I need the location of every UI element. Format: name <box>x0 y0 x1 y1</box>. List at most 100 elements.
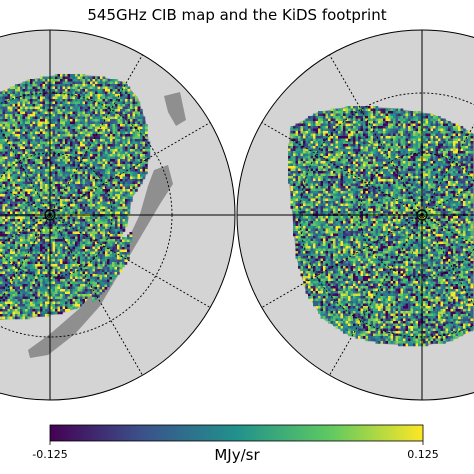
left-map-pixel <box>47 99 51 102</box>
left-map-pixel <box>147 146 151 150</box>
left-map-pixel <box>7 316 11 320</box>
left-map-pixel <box>130 164 133 167</box>
left-map-pixel <box>32 294 36 297</box>
left-map-pixel <box>20 276 23 280</box>
left-kids-pixel <box>104 272 108 275</box>
left-map-pixel <box>85 149 88 152</box>
left-map-pixel <box>102 101 106 105</box>
left-map-pixel <box>75 289 78 292</box>
left-map-pixel <box>112 141 116 145</box>
left-map-pixel <box>45 274 48 277</box>
left-map-pixel <box>87 166 91 170</box>
left-map-pixel <box>137 111 141 115</box>
left-map-pixel <box>70 256 73 260</box>
left-map-pixel <box>52 129 56 132</box>
left-map-pixel <box>92 79 96 82</box>
left-map-pixel <box>75 251 78 255</box>
left-map-pixel <box>100 221 103 225</box>
left-kids-pixel <box>99 289 103 293</box>
left-map-pixel <box>52 106 56 110</box>
left-map-pixel <box>97 201 101 205</box>
left-map-pixel <box>135 186 138 190</box>
left-map-pixel <box>30 136 33 140</box>
left-map-pixel <box>125 221 128 225</box>
left-map-pixel <box>25 231 28 235</box>
left-map-pixel <box>85 184 88 187</box>
left-map-pixel <box>10 149 13 152</box>
left-kids-pixel <box>97 277 100 280</box>
left-map-pixel <box>102 151 106 155</box>
left-map-pixel <box>110 109 113 112</box>
left-map-pixel <box>42 256 46 260</box>
left-map-pixel <box>35 81 38 85</box>
left-map-pixel <box>17 301 21 305</box>
left-map-pixel <box>22 286 26 290</box>
left-map-pixel <box>70 296 73 300</box>
left-map-pixel <box>72 79 76 82</box>
left-map-pixel <box>95 79 98 82</box>
left-map-pixel <box>132 129 136 132</box>
left-map-pixel <box>47 199 51 202</box>
left-map-pixel <box>102 146 106 150</box>
left-map-pixel <box>97 104 101 107</box>
left-map-pixel <box>0 314 3 317</box>
left-map-pixel <box>95 84 98 87</box>
left-map-pixel <box>135 136 138 140</box>
left-map-pixel <box>15 311 18 315</box>
left-map-pixel <box>85 81 88 85</box>
left-map-pixel <box>125 114 128 117</box>
left-map-pixel <box>65 259 68 262</box>
left-map-pixel <box>137 134 141 137</box>
left-map-pixel <box>107 251 111 255</box>
left-map-pixel <box>12 116 16 120</box>
left-map-pixel <box>57 226 61 230</box>
left-map-pixel <box>45 139 48 142</box>
left-map-pixel <box>45 104 48 107</box>
left-map-pixel <box>95 274 98 277</box>
left-map-pixel <box>40 114 43 117</box>
left-map-pixel <box>142 144 146 147</box>
left-map-pixel <box>17 141 21 145</box>
left-map-pixel <box>97 169 101 172</box>
left-map-pixel <box>135 181 138 185</box>
left-map-pixel <box>80 271 83 275</box>
left-map-pixel <box>67 264 71 267</box>
left-map-pixel <box>2 121 6 125</box>
left-map-pixel <box>7 171 11 175</box>
left-map-pixel <box>2 176 6 180</box>
left-map-pixel <box>125 104 128 107</box>
left-map-pixel <box>137 119 141 122</box>
left-map-pixel <box>95 161 98 165</box>
left-map-pixel <box>7 259 11 262</box>
left-map-pixel <box>52 116 56 120</box>
left-map-pixel <box>50 114 53 117</box>
left-map-pixel <box>32 104 36 107</box>
left-map-pixel <box>120 169 123 172</box>
left-map-pixel <box>67 94 71 97</box>
left-map-pixel <box>67 119 71 122</box>
left-map-pixel <box>20 99 23 102</box>
left-map-pixel <box>100 211 103 215</box>
left-map-pixel <box>5 216 8 220</box>
left-map-pixel <box>10 261 13 265</box>
left-map-pixel <box>30 299 33 302</box>
left-map-pixel <box>55 274 58 277</box>
left-map-pixel <box>47 191 51 195</box>
left-map-pixel <box>47 126 51 130</box>
left-map-pixel <box>130 184 133 187</box>
left-kids-pixel <box>117 249 120 253</box>
left-map-pixel <box>132 179 136 182</box>
left-map-pixel <box>97 149 101 152</box>
left-map-pixel <box>10 151 13 155</box>
left-map-pixel <box>127 169 131 172</box>
left-map-pixel <box>35 99 38 102</box>
left-map-pixel <box>42 311 46 315</box>
left-map-pixel <box>127 126 131 130</box>
left-map-pixel <box>130 191 133 195</box>
left-map-pixel <box>0 179 3 182</box>
left-map-pixel <box>5 124 8 127</box>
left-map-pixel <box>140 176 143 180</box>
left-map-pixel <box>80 196 83 200</box>
left-map-pixel <box>125 181 128 185</box>
